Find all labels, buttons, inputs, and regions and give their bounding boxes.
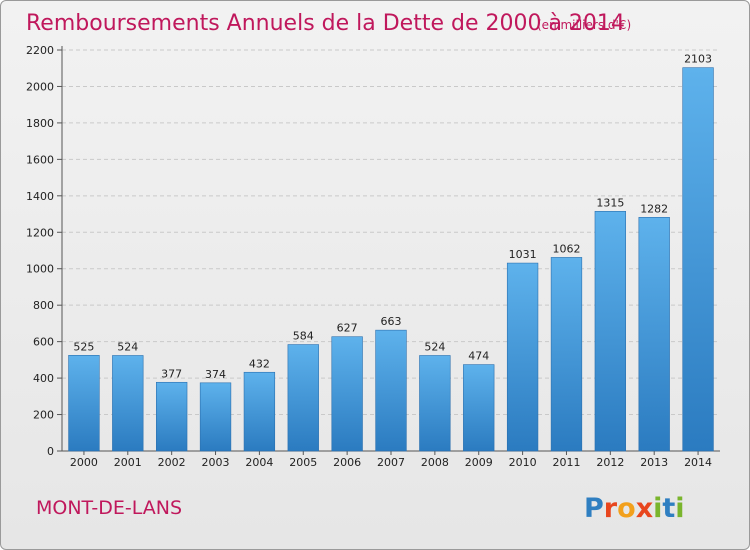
logo-letter: x — [636, 493, 653, 524]
y-tick-label: 400 — [33, 372, 54, 385]
proxiti-logo: Proxiti — [584, 493, 685, 524]
bar-2000 — [68, 355, 100, 452]
data-label-2005: 584 — [293, 330, 314, 343]
y-tick-label: 2200 — [26, 44, 54, 57]
x-tick-label-2006: 2006 — [333, 456, 361, 469]
label-layer: 525 524 377 374 432 584 627 663 524 474 1031 1062 13… — [73, 53, 712, 381]
data-label-2010: 1031 — [509, 248, 537, 261]
data-label-2012: 1315 — [596, 196, 624, 209]
y-tick-label: 0 — [47, 445, 54, 458]
axis-layer: 0 200 400 600 800 1000 1200 1400 1600 1800 2000 220… — [26, 44, 720, 469]
x-tick-label-2002: 2002 — [158, 456, 186, 469]
bar-2010 — [506, 262, 539, 452]
data-label-2013: 1282 — [640, 202, 668, 215]
chart-subtitle: (en milliers d'€) — [537, 18, 631, 32]
logo-letter: i — [653, 493, 662, 524]
x-tick-label-2000: 2000 — [70, 456, 98, 469]
logo-letter: r — [604, 493, 618, 524]
y-tick-label: 1800 — [26, 117, 54, 130]
y-tick-label: 800 — [33, 299, 54, 312]
data-label-2008: 524 — [424, 340, 445, 353]
y-tick-label: 1000 — [26, 263, 54, 276]
y-tick-label: 1600 — [26, 153, 54, 166]
x-tick-label-2010: 2010 — [509, 456, 537, 469]
data-label-2014: 2103 — [684, 53, 712, 66]
y-tick-label: 1200 — [26, 226, 54, 239]
x-tick-label-2003: 2003 — [202, 456, 230, 469]
x-tick-label-2011: 2011 — [552, 456, 580, 469]
bar-2009 — [463, 364, 495, 452]
bar-2011 — [550, 257, 583, 452]
data-label-2004: 432 — [249, 357, 270, 370]
x-tick-label-2008: 2008 — [421, 456, 449, 469]
data-label-2000: 525 — [73, 340, 94, 353]
bar-2002 — [156, 381, 188, 452]
x-tick-label-2014: 2014 — [684, 456, 712, 469]
bar-2006 — [331, 336, 363, 452]
logo-letter: i — [675, 493, 684, 524]
data-label-2009: 474 — [468, 350, 489, 363]
bar-2008 — [419, 355, 451, 452]
bar-2001 — [112, 355, 144, 452]
data-label-2007: 663 — [381, 315, 402, 328]
chart-title: Remboursements Annuels de la Dette de 20… — [26, 11, 625, 36]
logo-letter: o — [617, 493, 636, 524]
data-label-2011: 1062 — [552, 242, 580, 255]
bar-2003 — [199, 382, 232, 452]
x-tick-label-2001: 2001 — [114, 456, 142, 469]
logo-letter: P — [584, 493, 604, 524]
bar-2013 — [638, 217, 670, 452]
y-tick-label: 200 — [33, 409, 54, 422]
bar-layer — [68, 67, 714, 452]
commune-name: MONT-DE-LANS — [36, 497, 182, 519]
y-tick-label: 1400 — [26, 190, 54, 203]
data-label-2006: 627 — [337, 322, 358, 335]
y-tick-label: 2000 — [26, 80, 54, 93]
bar-2012 — [594, 211, 626, 452]
bar-2014 — [682, 67, 714, 452]
data-label-2001: 524 — [117, 340, 138, 353]
bar-2007 — [375, 329, 407, 452]
x-tick-label-2012: 2012 — [596, 456, 624, 469]
x-tick-label-2005: 2005 — [289, 456, 317, 469]
data-label-2002: 377 — [161, 367, 182, 380]
logo-letter: t — [662, 493, 675, 524]
data-label-2003: 374 — [205, 368, 226, 381]
x-tick-label-2007: 2007 — [377, 456, 405, 469]
x-tick-label-2009: 2009 — [465, 456, 493, 469]
bar-2005 — [287, 344, 319, 452]
bar-2004 — [243, 371, 276, 452]
x-tick-label-2004: 2004 — [245, 456, 273, 469]
x-tick-label-2013: 2013 — [640, 456, 668, 469]
y-tick-label: 600 — [33, 336, 54, 349]
